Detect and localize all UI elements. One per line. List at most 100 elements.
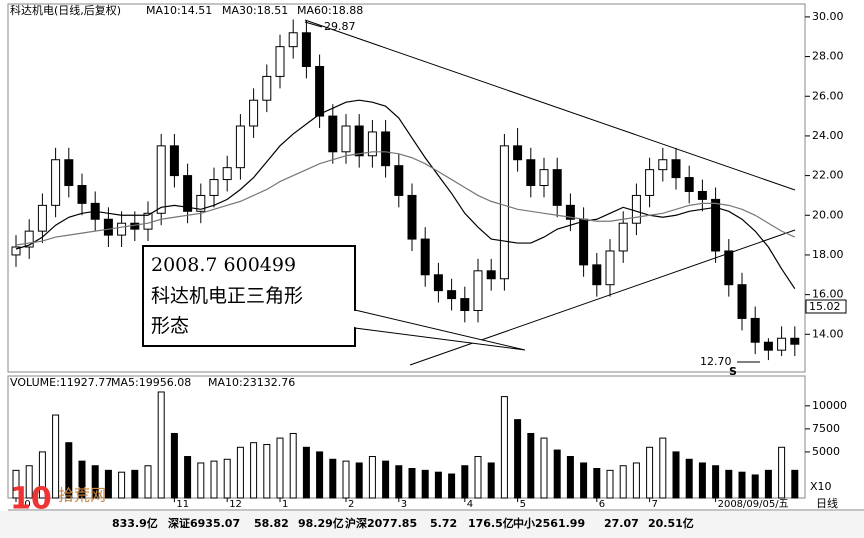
candle-body bbox=[262, 75, 272, 101]
volume-bar bbox=[104, 469, 112, 499]
volume-bar bbox=[751, 474, 759, 499]
volume-bar bbox=[646, 446, 654, 499]
candle-body bbox=[790, 337, 800, 345]
candle-body bbox=[51, 159, 61, 206]
volume-bar bbox=[38, 451, 46, 499]
y-tick-label: 30.00 bbox=[812, 10, 844, 23]
candle-body bbox=[447, 290, 457, 300]
chart-title: 科达机电(日线,后复权) bbox=[10, 3, 121, 17]
volume-bar bbox=[263, 444, 271, 499]
x-tick-label: 7 bbox=[652, 499, 658, 510]
volume-bar bbox=[791, 469, 799, 499]
volume-bar bbox=[210, 460, 218, 499]
candle-body bbox=[367, 131, 377, 157]
candle-body bbox=[684, 177, 694, 192]
candle-body bbox=[209, 179, 219, 196]
volume-bar bbox=[461, 465, 469, 499]
volume-bar bbox=[764, 469, 772, 499]
volume-bar bbox=[131, 469, 139, 499]
x-tick-label: 2008/09/05/五 bbox=[718, 499, 789, 510]
candle-body bbox=[143, 212, 153, 230]
candle-body bbox=[737, 284, 747, 319]
candle-body bbox=[579, 218, 589, 266]
volume-title: VOLUME:11927.77 bbox=[10, 376, 112, 389]
watermark-logo: 10 bbox=[10, 482, 52, 517]
status-bar bbox=[0, 511, 864, 538]
volume-bar bbox=[223, 458, 231, 499]
candle-body bbox=[37, 204, 47, 232]
candle-body bbox=[235, 125, 245, 169]
candle-body bbox=[618, 222, 628, 252]
candle-body bbox=[354, 125, 364, 157]
volume-bar bbox=[672, 451, 680, 499]
candle-body bbox=[671, 159, 681, 179]
candle-body bbox=[565, 204, 575, 220]
volume-bar bbox=[448, 473, 456, 499]
candle-body bbox=[222, 167, 232, 181]
candle-body bbox=[394, 165, 404, 196]
volume-unit: X10 bbox=[810, 480, 832, 493]
volume-bar bbox=[12, 469, 20, 499]
candle-body bbox=[64, 159, 74, 187]
candle-body bbox=[315, 65, 325, 117]
annotation: 12.70 bbox=[700, 355, 732, 368]
volume-bar bbox=[289, 432, 297, 499]
y-tick-label: 24.00 bbox=[812, 129, 844, 142]
watermark: 拾荒网 bbox=[58, 486, 106, 505]
candle-body bbox=[156, 145, 166, 214]
x-tick-label: 2 bbox=[348, 499, 354, 510]
volume-bar bbox=[302, 446, 310, 499]
candle-body bbox=[473, 270, 483, 311]
last-price-label: 15.02 bbox=[809, 300, 841, 313]
candle-body bbox=[301, 32, 311, 67]
volume-panel bbox=[7, 375, 806, 499]
arrow bbox=[304, 21, 323, 28]
volume-bar bbox=[593, 468, 601, 499]
volume-bar bbox=[606, 469, 614, 499]
candle-body bbox=[183, 175, 193, 212]
x-tick-label: 4 bbox=[467, 499, 473, 510]
x-tick-label: 12 bbox=[229, 499, 242, 510]
volume-bar bbox=[778, 446, 786, 499]
y-tick-label: 20.00 bbox=[812, 208, 844, 221]
candle-body bbox=[711, 198, 721, 252]
trend-line-upper bbox=[304, 19, 796, 191]
volume-bar bbox=[685, 458, 693, 499]
candle-body bbox=[750, 317, 760, 343]
volume-bar bbox=[553, 449, 561, 499]
status-item: 58.82 bbox=[254, 517, 289, 530]
volume-bar bbox=[395, 465, 403, 499]
status-item: 中小2561.99 bbox=[513, 516, 585, 530]
volume-bar bbox=[236, 446, 244, 499]
candle-body bbox=[486, 270, 496, 280]
status-item: 176.5亿 bbox=[468, 516, 514, 530]
volume-bar bbox=[698, 462, 706, 499]
volume-bar bbox=[170, 432, 178, 499]
y-tick-label: 22.00 bbox=[812, 169, 844, 182]
x-tick-label: 10 bbox=[18, 499, 31, 510]
volume-bar bbox=[738, 471, 746, 499]
candle-body bbox=[24, 230, 34, 248]
volume-bar bbox=[144, 465, 152, 499]
volume-bar bbox=[382, 460, 390, 499]
volume-bar bbox=[725, 469, 733, 499]
candle-body bbox=[169, 145, 179, 177]
period-label: 日线 bbox=[816, 496, 838, 510]
y-tick-label: 14.00 bbox=[812, 327, 844, 340]
volume-bar bbox=[184, 456, 192, 499]
x-tick-label: 1 bbox=[282, 499, 288, 510]
volume-bar bbox=[25, 465, 33, 499]
candle-body bbox=[605, 250, 615, 286]
volume-bar bbox=[540, 437, 548, 499]
candle-body bbox=[539, 169, 549, 187]
candle-body bbox=[381, 131, 391, 167]
candle-body bbox=[645, 169, 655, 196]
note-line: 2008.7 600499 bbox=[151, 254, 296, 276]
status-item: 20.51亿 bbox=[648, 516, 694, 530]
note-line: 科达机电正三角形 bbox=[151, 285, 303, 307]
volume-ma-label: MA10:23132.76 bbox=[208, 376, 295, 389]
volume-bar bbox=[197, 462, 205, 499]
candle-body bbox=[526, 159, 536, 187]
candle-body bbox=[697, 190, 707, 200]
